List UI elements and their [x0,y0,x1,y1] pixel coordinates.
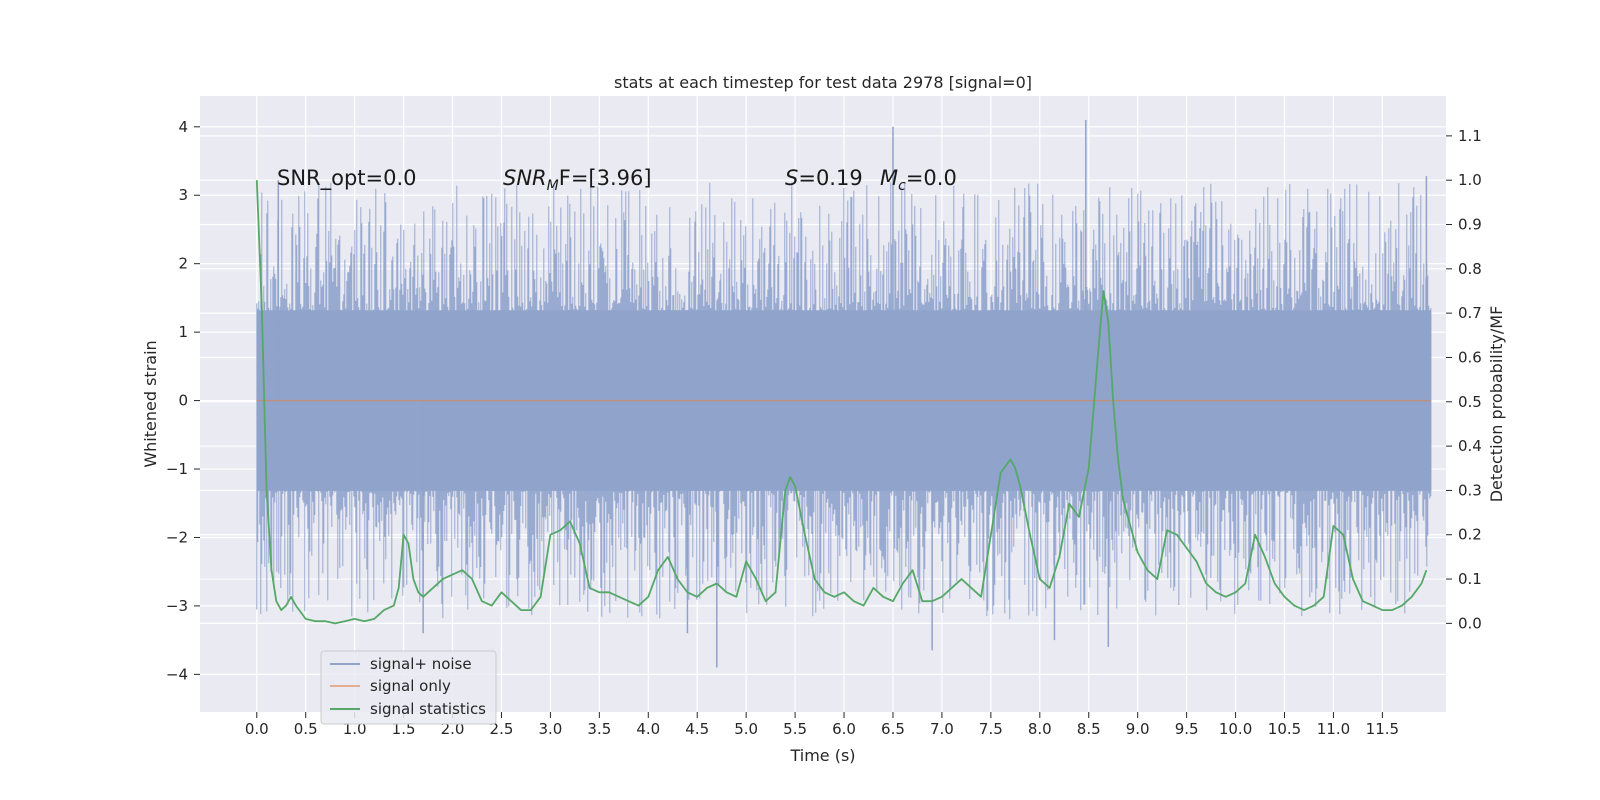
y-right-tick-label: 0.3 [1458,481,1482,499]
signal-statistics-series [255,180,1428,625]
x-tick-label: 9.5 [1175,720,1199,738]
x-tick-label: 5.5 [783,720,807,738]
x-tick-label: 9.0 [1126,720,1150,738]
x-axis: 0.0 0.5 1.0 1.5 2.0 2.5 3.0 3.5 4.0 4.5 5.0 5.5 6.0 6… [245,712,1399,738]
y-right-tick-label: 0.4 [1458,437,1482,455]
annotation-snr-mf-main: SNR [503,166,547,190]
y-left-tick-label: −4 [166,665,188,683]
y-right-tick-label: 0.8 [1458,260,1482,278]
y-right-axis-label: Detection probability/MF [1487,306,1506,503]
x-tick-label: 7.0 [930,720,954,738]
y-right-tick-label: 0.0 [1458,614,1482,632]
y-right-tick-label: 1.0 [1458,171,1482,189]
x-tick-label: 4.5 [685,720,709,738]
y-right-tick-label: 0.6 [1458,348,1482,366]
x-tick-label: 6.5 [881,720,905,738]
y-left-axis: −4 −3 −2 −1 0 1 2 3 4 [166,118,200,683]
x-tick-label: 0.0 [245,720,269,738]
y-right-tick-label: 0.5 [1458,393,1482,411]
x-tick-label: 3.0 [538,720,562,738]
x-tick-label: 8.5 [1077,720,1101,738]
x-tick-label: 10.0 [1219,720,1252,738]
y-left-tick-label: 4 [178,118,188,136]
legend-label-signal-statistics: signal statistics [370,700,486,718]
annotation-snr-opt-text: SNR_opt=0.0 [277,166,417,191]
x-axis-label: Time (s) [789,746,855,765]
annotation-snr-opt: SNR_opt=0.0 [277,166,417,191]
y-left-tick-label: 0 [178,392,188,410]
y-left-tick-label: −2 [166,528,188,546]
annotation-snr-mf: SNRMF=[3.96] [503,166,652,194]
x-tick-label: 7.5 [979,720,1003,738]
x-tick-label: 3.5 [587,720,611,738]
annotation-snr-mf-rest: F=[3.96] [559,166,652,190]
annotation-mc: Mc=0.0 [880,166,957,194]
legend: signal+ noise signal only signal statist… [320,650,497,725]
x-tick-label: 8.0 [1028,720,1052,738]
chart-title: stats at each timestep for test data 297… [614,73,1032,92]
y-right-tick-label: 1.1 [1458,127,1482,145]
x-tick-label: 4.0 [636,720,660,738]
legend-box [320,650,497,725]
x-tick-label: 2.5 [490,720,514,738]
legend-label-signal-only: signal only [370,677,451,695]
annotation-s-rest: =0.19 [798,166,862,190]
annotation-s-main: S [785,166,798,190]
x-tick-label: 0.5 [294,720,318,738]
y-left-tick-label: 3 [178,186,188,204]
y-right-axis: 0.0 0.1 0.2 0.3 0.4 0.5 0.6 0.7 0.8 0.9 1.0 1.1 [1446,127,1482,632]
signal-statistics-line [255,180,1428,625]
annotation-s: S=0.19 [785,166,863,190]
noise-spikes [256,182,1432,620]
y-left-tick-label: −3 [166,597,188,615]
y-left-axis-label: Whitened strain [141,340,160,467]
y-right-tick-label: 0.7 [1458,304,1482,322]
annotation-snr-mf-sub: M [547,178,559,194]
y-right-tick-label: 0.9 [1458,216,1482,234]
annotation-mc-main: M [880,166,898,190]
annotation-mc-sub: c [898,178,906,194]
y-left-tick-label: 2 [178,255,188,273]
x-tick-label: 11.0 [1317,720,1350,738]
x-tick-label: 6.0 [832,720,856,738]
y-left-tick-label: 1 [178,323,188,341]
x-tick-label: 10.5 [1268,720,1301,738]
annotations: SNR_opt=0.0 SNRMF=[3.96] S=0.19 Mc=0.0 [277,166,957,194]
y-right-tick-label: 0.2 [1458,526,1482,544]
y-left-tick-label: −1 [166,460,188,478]
x-tick-label: 11.5 [1366,720,1399,738]
x-tick-label: 5.0 [734,720,758,738]
y-right-tick-label: 0.1 [1458,570,1482,588]
legend-label-signal-noise: signal+ noise [370,655,472,673]
annotation-mc-rest: =0.0 [906,166,957,190]
